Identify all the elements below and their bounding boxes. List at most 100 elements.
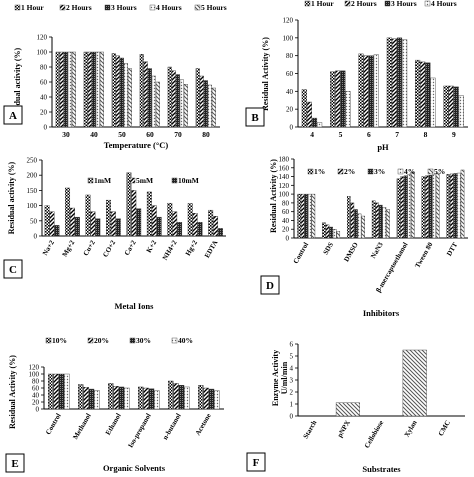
x-tick-label: Ethanol (104, 412, 123, 437)
x-tick-label: Control (292, 241, 311, 265)
y-axis-title: Residual activity (%) (13, 47, 22, 120)
chart-panel-c: 0 50 100 150 200 250 Na+2 Mg+2 Cu+2 CO+2 Ca+2 K+2 NH… (3, 157, 226, 311)
y-tick-label: 0 (290, 413, 294, 421)
legend-swatch (427, 168, 434, 175)
panel-label: B (251, 112, 259, 124)
bar-d-s0-c5 (421, 176, 426, 239)
legend-swatch (384, 0, 391, 7)
panel-label-box (245, 107, 265, 127)
y-tick-label: 40 (32, 392, 40, 400)
bar-a-s2-c0 (63, 51, 68, 128)
bar-d-s1-c6 (450, 173, 454, 239)
bar-b-s2-c5 (453, 86, 459, 128)
legend-label: 2 Hours (66, 3, 92, 12)
bar-d-s1-c4 (400, 176, 404, 239)
y-tick-label: 60 (32, 385, 40, 393)
bar-b-s1-c1 (335, 70, 341, 128)
bar-d-s0-c1 (322, 222, 326, 239)
y-tick-label: 60 (282, 208, 290, 216)
legend-swatch (14, 4, 21, 11)
bar-c-s0-c3 (105, 199, 111, 237)
x-tick-label: Cu+2 (82, 239, 97, 258)
y-tick-label: 5 (290, 353, 294, 361)
x-tick-label: 30 (62, 130, 70, 139)
bar-a-s2-c4 (175, 74, 180, 128)
bar-d-s3-c1 (332, 229, 337, 239)
x-axis-title: Inhibitors (363, 308, 400, 318)
bar-a-s1-c4 (171, 70, 176, 128)
y-tick-label: 120 (37, 34, 48, 42)
x-tick-label: 60 (146, 130, 154, 139)
bar-a-s4-c1 (99, 51, 104, 128)
y-tick-label: 20 (40, 109, 48, 117)
bar-b-s0-c0 (301, 89, 307, 128)
legend-swatch (129, 177, 136, 184)
bar-b-s0-c3 (386, 37, 392, 128)
bar-e-s1-c5 (203, 387, 209, 410)
bar-a-s4-c5 (211, 87, 216, 128)
bar-b-s1-c2 (363, 55, 369, 128)
bar-d-s2-c0 (304, 193, 309, 239)
legend-swatch (194, 4, 201, 11)
y-tick-label: 6 (290, 341, 294, 349)
legend-swatch (304, 0, 311, 7)
bar-c-s1-c1 (70, 207, 75, 237)
bar-a-s2-c2 (119, 57, 124, 128)
legend-swatch (171, 337, 178, 344)
x-tick-label: CMC (437, 419, 452, 437)
legend-swatch (87, 337, 94, 344)
x-tick-label: DMSO (342, 241, 360, 264)
y-tick-label: 200 (27, 172, 38, 180)
legend-label: 3 Hours (111, 3, 137, 12)
x-axis-title: Substrates (362, 464, 401, 474)
bar-e-s3-c0 (64, 373, 70, 410)
bar-a-s0-c2 (111, 53, 116, 128)
bar-e-s0-c2 (107, 383, 114, 410)
bar-c-s1-c7 (192, 212, 198, 237)
bar-a-s2-c1 (91, 51, 96, 128)
bar-b-s1-c5 (448, 85, 454, 128)
x-tick-label: NaN3 (369, 241, 385, 260)
panel-label: F (253, 457, 260, 469)
legend-label: 4% (404, 167, 415, 176)
legend-label: 1 Hour (311, 0, 334, 8)
bar-d-s2-c3 (379, 204, 383, 239)
bar-a-s2-c3 (147, 68, 152, 128)
y-axis-title: Residual Activity (%) (8, 355, 17, 429)
panel-label: D (266, 280, 274, 292)
bar-e-s2-c3 (148, 388, 155, 410)
bar-d-s0-c3 (371, 200, 376, 239)
y-tick-label: 140 (279, 173, 290, 181)
legend-swatch (45, 337, 52, 344)
bar-e-s2-c5 (208, 388, 215, 410)
bar-a-s0-c1 (83, 51, 88, 128)
bar-d-s2-c1 (329, 226, 333, 239)
bar-d-s2-c5 (428, 175, 433, 239)
bar-b-s2-c1 (340, 70, 346, 128)
y-tick-label: 160 (279, 164, 290, 172)
bar-b-s3-c1 (345, 91, 351, 128)
y-tick-label: 4 (290, 365, 294, 373)
bar-c-s0-c4 (126, 172, 132, 237)
bar-c-s1-c5 (151, 205, 157, 237)
bar-d-s1-c2 (350, 202, 355, 239)
y-tick-label: 80 (32, 378, 40, 386)
bar-b-s1-c0 (306, 101, 312, 128)
bar-c-s2-c6 (177, 222, 183, 237)
chart-panel-a: 0 20 40 60 80 100 120 30 40 50 60 70 80 Temperature (… (3, 3, 227, 150)
bar-b-s3-c5 (458, 95, 464, 128)
bar-c-s2-c4 (136, 208, 142, 237)
y-tick-label: 20 (286, 106, 294, 114)
legend-swatch (424, 0, 431, 7)
bar-e-s3-c5 (214, 390, 220, 410)
bar-c-s2-c8 (218, 228, 223, 237)
y-tick-label: 40 (282, 217, 290, 225)
y-tick-label: 120 (283, 17, 294, 25)
y-tick-label: 100 (283, 34, 294, 42)
panel-label-box (260, 275, 280, 295)
legend-label: 5 Hours (201, 3, 227, 12)
bar-a-s1-c3 (143, 61, 148, 128)
bar-b-s2-c0 (311, 117, 318, 128)
